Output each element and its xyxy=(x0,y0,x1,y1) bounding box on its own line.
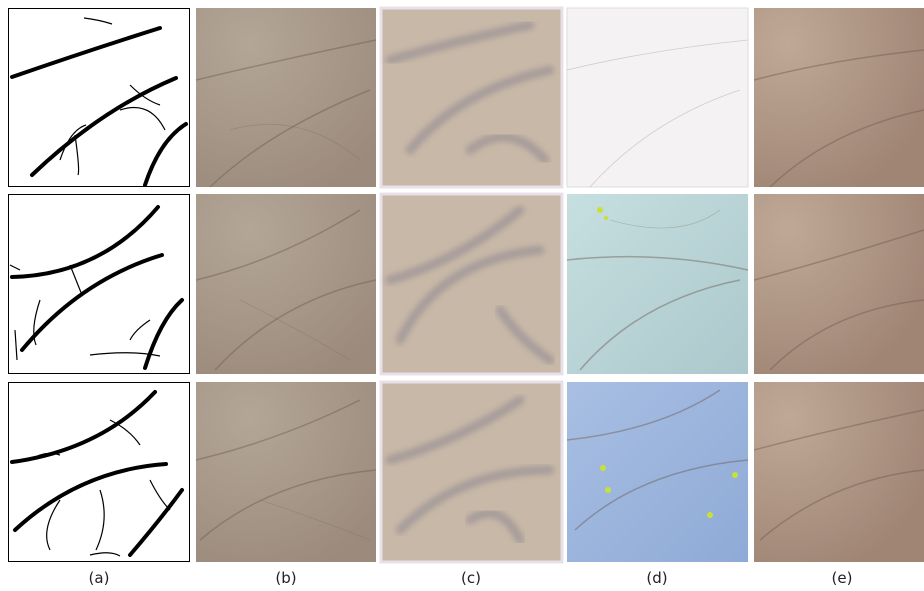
panel-label: (c) xyxy=(461,569,481,587)
panel-label: (d) xyxy=(646,569,667,587)
column-a xyxy=(9,9,190,562)
figure: (a) (b) (c) (d) (e) xyxy=(0,0,924,591)
column-c xyxy=(381,8,562,562)
column-d xyxy=(567,8,748,562)
panel-label: (b) xyxy=(275,569,296,587)
column-e xyxy=(754,8,924,562)
panel-label: (a) xyxy=(89,569,110,587)
panel-label: (e) xyxy=(832,569,853,587)
labels: (a) (b) (c) (d) (e) xyxy=(89,569,853,587)
column-b xyxy=(196,8,376,562)
